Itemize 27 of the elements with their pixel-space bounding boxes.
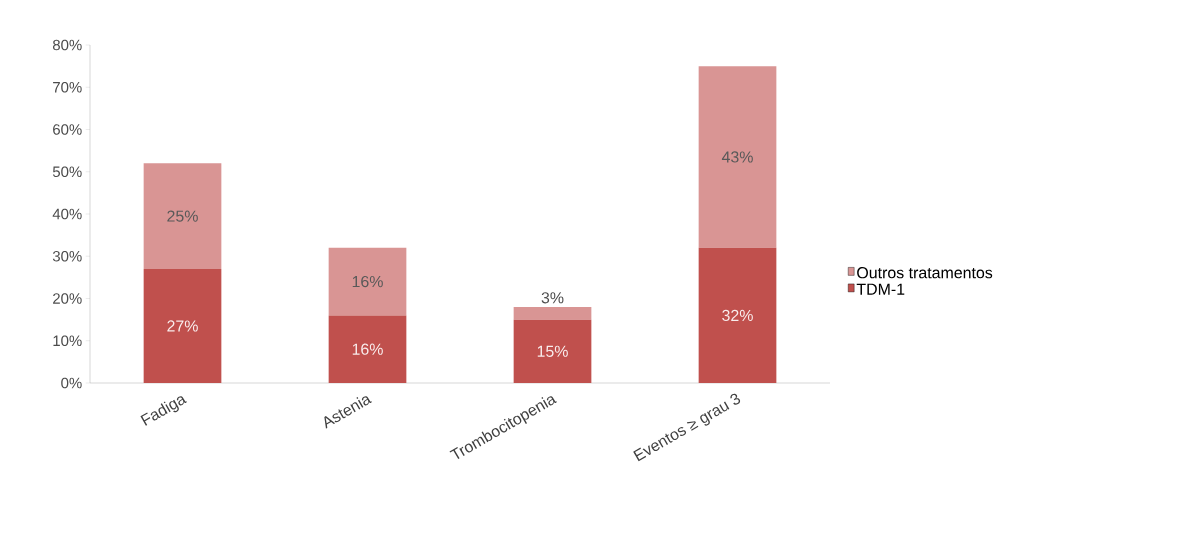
data-label: 25% xyxy=(167,210,198,222)
bar xyxy=(328,247,407,316)
y-tick-label: 70% xyxy=(53,81,82,93)
y-tick-label: 60% xyxy=(53,124,82,135)
data-label: 32% xyxy=(722,309,753,322)
legend-label: TDM-1 xyxy=(856,283,905,295)
bar xyxy=(698,66,777,248)
y-tick-label: 50% xyxy=(52,166,82,178)
bar xyxy=(143,163,222,269)
data-label: 3% xyxy=(541,292,564,304)
y-tick-label: 40% xyxy=(52,208,82,220)
bar xyxy=(328,315,407,383)
data-label: 16% xyxy=(352,343,383,355)
bar xyxy=(143,268,222,383)
y-tick-label: 20% xyxy=(53,293,82,304)
data-label: 27% xyxy=(167,320,198,332)
y-tick-label: 0% xyxy=(61,377,82,389)
y-tick-label: 80% xyxy=(52,39,82,51)
data-label: 15% xyxy=(537,345,568,357)
bar xyxy=(698,247,777,383)
y-tick-label: 30% xyxy=(52,250,82,262)
legend-label: Outros tratamentos xyxy=(857,267,993,279)
bar xyxy=(513,306,592,320)
y-tick-label: 10% xyxy=(53,335,82,347)
data-label: 16% xyxy=(352,275,383,288)
bar xyxy=(513,319,592,383)
data-label: 43% xyxy=(721,151,753,163)
